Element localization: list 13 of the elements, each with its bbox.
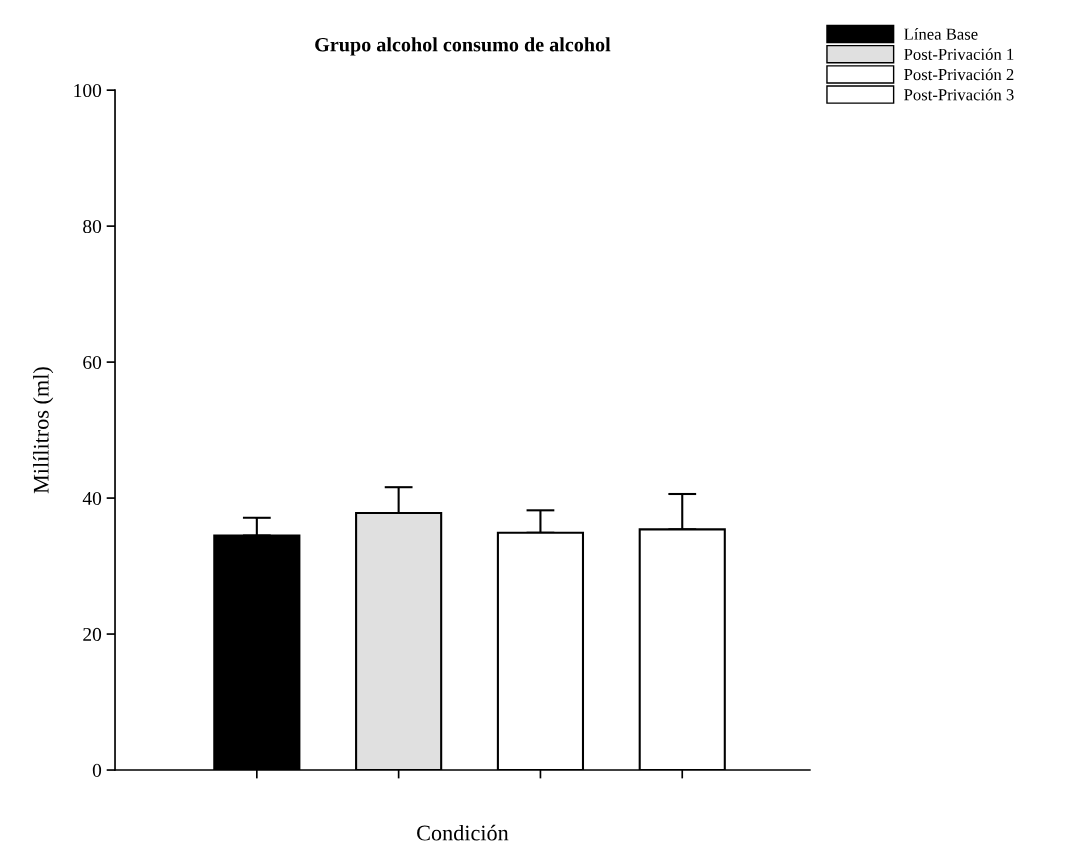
y-tick-label: 0: [92, 763, 102, 777]
y-axis-title: Milílitros (ml): [33, 367, 54, 494]
y-tick-label: 40: [82, 491, 102, 506]
y-tick-label: 20: [83, 627, 102, 641]
legend-label: Post-Privación 3: [904, 88, 1014, 101]
legend-label: Línea Base: [904, 28, 978, 40]
chart-title: Grupo alcohol consumo de alcohol: [315, 37, 611, 56]
x-axis-title: Condición: [417, 824, 509, 841]
y-tick-label: 80: [83, 219, 102, 234]
y-tick-label: 100: [74, 83, 102, 98]
legend-label: Post-Privación 1: [904, 48, 1014, 60]
y-tick-label: 60: [83, 355, 102, 370]
legend-label: Post-Privación 2: [904, 68, 1014, 81]
